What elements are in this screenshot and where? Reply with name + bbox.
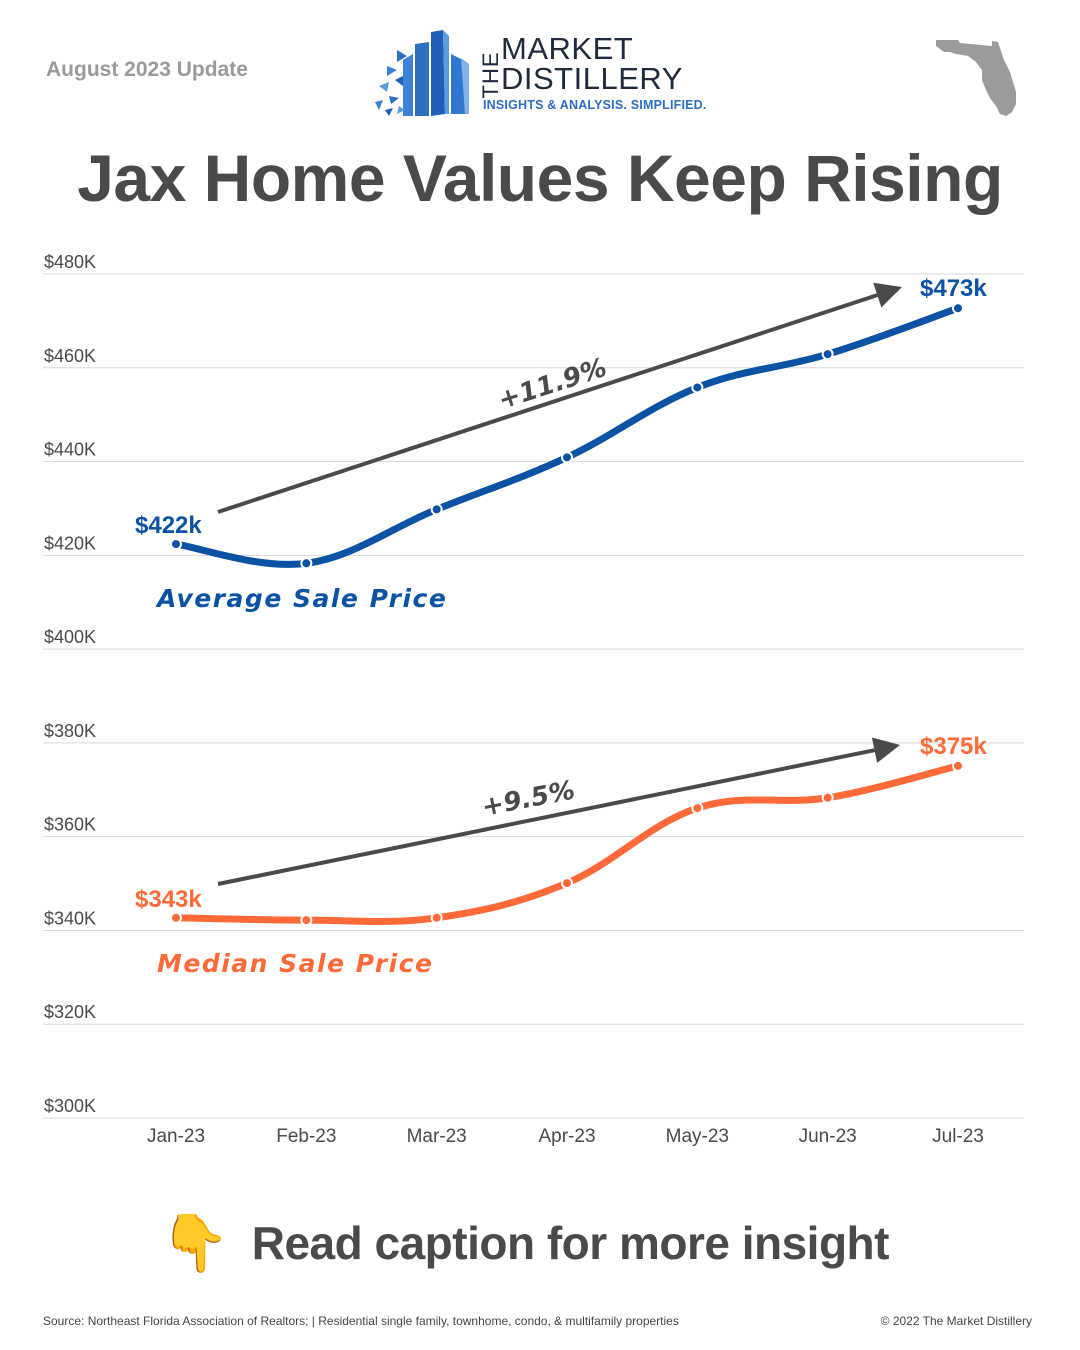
brand-logo: THE MARKET DISTILLERY INSIGHTS & ANALYSI…	[373, 30, 713, 120]
median-data-point	[821, 791, 834, 804]
median-data-point	[561, 877, 573, 890]
logo-buildings-icon	[375, 30, 469, 116]
y-tick-label: $320K	[44, 1002, 96, 1022]
average-series-name: Average Sale Price	[155, 584, 447, 613]
average-data-point	[170, 538, 182, 551]
average-end-label: $473k	[920, 275, 987, 302]
y-tick-label: $440K	[44, 440, 96, 460]
logo-line1: MARKET	[501, 31, 634, 66]
x-tick-label: Mar-23	[407, 1126, 467, 1147]
median-data-point	[430, 911, 443, 924]
median-start-label: $343k	[135, 886, 202, 913]
gridlines	[43, 273, 1024, 1119]
florida-map-icon	[936, 40, 1016, 116]
y-tick-label: $480K	[44, 252, 96, 272]
average-data-point	[300, 557, 313, 570]
series-lines	[170, 302, 964, 927]
logo-tagline: INSIGHTS & ANALYSIS. SIMPLIFIED.	[483, 98, 707, 112]
x-tick-label: Jan-23	[147, 1126, 205, 1147]
x-axis-ticks: Jan-23 Feb-23 Mar-23 Apr-23 May-23 Jun-23 Jul-…	[147, 1126, 984, 1147]
logo-line2: DISTILLERY	[501, 61, 683, 96]
x-tick-label: Apr-23	[538, 1126, 595, 1147]
median-trend-arrowhead-icon	[871, 737, 900, 763]
copyright-note: © 2022 The Market Distillery	[880, 1314, 1032, 1328]
page-title: Jax Home Values Keep Rising	[77, 141, 1003, 215]
update-label: August 2023 Update	[46, 58, 248, 81]
y-tick-label: $400K	[44, 627, 96, 647]
y-tick-label: $420K	[44, 533, 96, 553]
median-data-point	[691, 802, 704, 815]
y-tick-label: $460K	[44, 346, 96, 366]
x-tick-label: Jul-23	[932, 1126, 984, 1147]
x-tick-label: May-23	[666, 1126, 729, 1147]
average-data-point	[691, 381, 704, 394]
data-labels: $422k $473k Average Sale Price $343k $375k Me…	[135, 275, 987, 978]
y-axis-ticks: $480K $460K $440K $420K $400K $380K $360K $340K…	[44, 252, 96, 1116]
x-tick-label: Jun-23	[799, 1126, 857, 1147]
average-series-line	[172, 304, 962, 568]
median-data-point	[170, 911, 182, 924]
logo-wordmark: MARKET DISTILLERY	[501, 31, 683, 96]
average-data-point	[430, 503, 443, 516]
y-tick-label: $380K	[44, 721, 96, 741]
average-data-point	[952, 302, 964, 315]
median-data-point	[300, 914, 313, 927]
y-tick-label: $300K	[44, 1096, 96, 1116]
average-data-point	[821, 348, 834, 361]
average-trend-annotation: +11.9%	[495, 353, 611, 416]
caption-callout-text: Read caption for more insight	[251, 1217, 890, 1269]
x-tick-label: Feb-23	[276, 1126, 336, 1147]
caption-callout: 👇 Read caption for more insight	[160, 1198, 889, 1288]
average-trend-arrowhead-icon	[873, 282, 902, 308]
median-trend-line	[217, 748, 875, 886]
average-data-point	[561, 451, 573, 464]
median-data-point	[952, 759, 964, 772]
logo-the-text: THE	[481, 52, 503, 99]
average-trend-line	[217, 293, 878, 514]
y-tick-label: $340K	[44, 908, 96, 928]
svg-text:THE: THE	[481, 52, 503, 99]
average-start-label: $422k	[135, 512, 202, 539]
median-series-name: Median Sale Price	[157, 949, 434, 978]
median-end-label: $375k	[920, 733, 987, 760]
source-note: Source: Northeast Florida Association of…	[43, 1314, 679, 1328]
y-tick-label: $360K	[44, 815, 96, 835]
pointing-down-icon: 👇	[160, 1211, 230, 1274]
